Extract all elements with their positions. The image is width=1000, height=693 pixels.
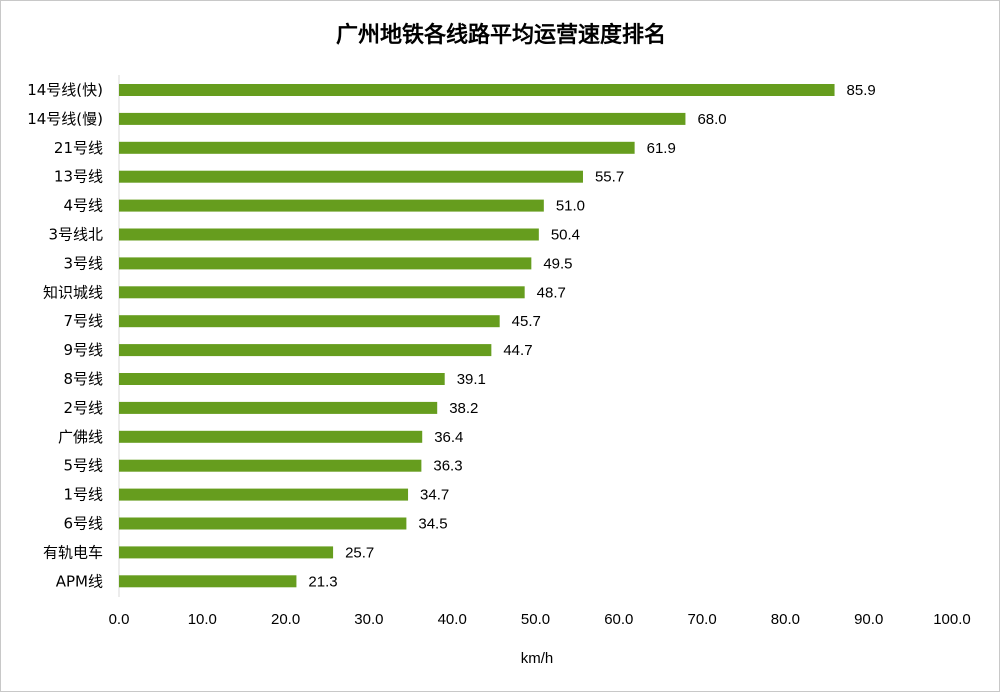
category-label: 6号线 xyxy=(63,515,103,533)
category-label: 5号线 xyxy=(63,457,103,475)
category-label: 3号线北 xyxy=(48,226,103,244)
data-label: 50.4 xyxy=(551,227,580,244)
bar xyxy=(119,401,438,414)
data-label: 21.3 xyxy=(308,573,337,590)
x-axis-ticks: 0.0 10.0 20.0 30.0 40.0 50.0 60.0 70.0 80.0 90.0 1… xyxy=(109,611,971,628)
x-tick-label: 20.0 xyxy=(271,611,300,628)
bar xyxy=(119,344,492,357)
data-label: 55.7 xyxy=(595,169,624,186)
data-label: 34.7 xyxy=(420,487,449,504)
category-label: 8号线 xyxy=(63,370,103,388)
x-tick-label: 80.0 xyxy=(771,611,800,628)
category-label: 4号线 xyxy=(63,197,103,215)
data-label: 34.5 xyxy=(418,516,447,533)
category-label: APM线 xyxy=(56,572,103,590)
bar xyxy=(119,315,500,328)
bar xyxy=(119,170,583,183)
category-label: 有轨电车 xyxy=(43,543,103,561)
category-label: 14号线(快) xyxy=(27,81,103,99)
x-tick-label: 40.0 xyxy=(438,611,467,628)
data-label: 85.9 xyxy=(847,82,876,99)
category-label: 2号线 xyxy=(63,399,103,417)
data-label: 36.4 xyxy=(434,429,463,446)
category-label: 21号线 xyxy=(54,139,103,157)
data-label: 39.1 xyxy=(457,371,486,388)
x-tick-label: 50.0 xyxy=(521,611,550,628)
bar xyxy=(119,459,422,472)
bar xyxy=(119,286,525,299)
bar xyxy=(119,546,334,559)
data-label: 49.5 xyxy=(543,255,572,272)
bar xyxy=(119,112,686,125)
data-label: 48.7 xyxy=(537,284,566,301)
x-tick-label: 100.0 xyxy=(933,611,971,628)
data-label: 45.7 xyxy=(512,313,541,330)
x-tick-label: 10.0 xyxy=(188,611,217,628)
x-tick-label: 0.0 xyxy=(109,611,130,628)
bar xyxy=(119,84,835,96)
data-label: 38.2 xyxy=(449,400,478,417)
x-tick-label: 30.0 xyxy=(354,611,383,628)
category-label: 14号线(慢) xyxy=(27,110,103,128)
category-label: 7号线 xyxy=(63,312,103,330)
x-tick-label: 70.0 xyxy=(687,611,716,628)
bar xyxy=(119,430,423,443)
bar xyxy=(119,141,635,154)
data-label: 68.0 xyxy=(697,111,726,128)
bar xyxy=(119,199,544,212)
bar xyxy=(119,373,445,385)
category-label: 9号线 xyxy=(63,341,103,359)
chart-title: 广州地铁各线路平均运营速度排名 xyxy=(336,22,666,48)
bar xyxy=(119,228,539,241)
category-label: 13号线 xyxy=(54,168,103,186)
bar xyxy=(119,257,532,270)
bars-group: 14号线(快) 85.9 14号线(慢) 68.0 21号线 61.9 13号线 55.7 4号… xyxy=(27,81,876,590)
bar xyxy=(119,575,297,588)
category-label: 知识城线 xyxy=(43,283,103,301)
bar xyxy=(119,517,407,530)
x-tick-label: 90.0 xyxy=(854,611,883,628)
x-tick-label: 60.0 xyxy=(604,611,633,628)
category-label: 广佛线 xyxy=(58,428,103,446)
data-label: 51.0 xyxy=(556,198,585,215)
data-label: 44.7 xyxy=(503,342,532,359)
category-label: 3号线 xyxy=(63,254,103,272)
bar xyxy=(119,488,409,501)
data-label: 61.9 xyxy=(647,140,676,157)
category-label: 1号线 xyxy=(63,486,103,504)
x-axis-title: km/h xyxy=(521,650,554,667)
data-label: 36.3 xyxy=(433,458,462,475)
data-label: 25.7 xyxy=(345,544,374,561)
